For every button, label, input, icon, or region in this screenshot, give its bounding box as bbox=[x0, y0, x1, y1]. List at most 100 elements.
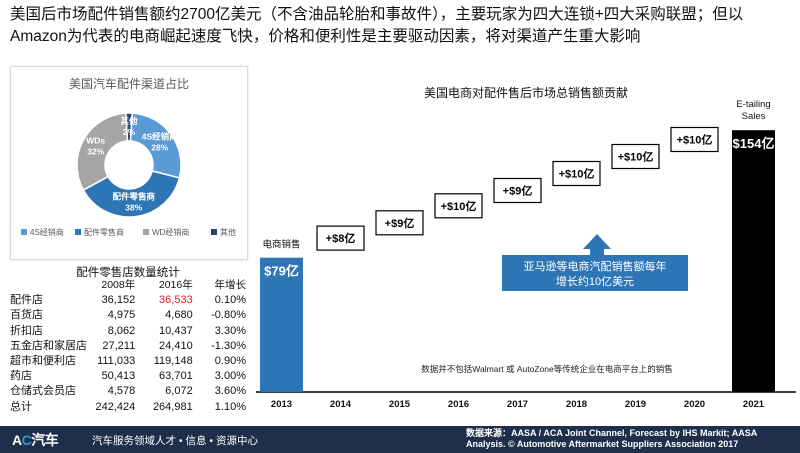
waterfall-title: 美国电商对配件售后市场总销售额贡献 bbox=[424, 85, 628, 100]
waterfall-chart: 美国电商对配件售后市场总销售额贡献 2013 $79亿 2014 +$8亿 2015 +$9… bbox=[256, 85, 796, 410]
callout-line-2: 增长约10亿美元 bbox=[556, 274, 634, 288]
bar-value-label: $154亿 bbox=[733, 136, 775, 151]
legend-swatch bbox=[211, 229, 217, 235]
x-tick-label: 2013 bbox=[271, 399, 292, 410]
table-cell: 1.10% bbox=[214, 400, 246, 413]
table-cell: 4,680 bbox=[165, 309, 193, 322]
step-value-label: +$10亿 bbox=[618, 150, 654, 164]
store-count-table: 2008年 2016年 年增长 配件店 36,152 36,533 0.10% 百货店 4,97… bbox=[10, 278, 250, 415]
step-value-label: +$10亿 bbox=[441, 199, 477, 213]
legend-label: WD经销商 bbox=[152, 227, 189, 237]
x-tick-label: 2019 bbox=[625, 399, 646, 410]
table-cell: 3.00% bbox=[214, 370, 246, 383]
table-row: 仓储式会员店 4,578 6,072 3.60% bbox=[10, 384, 250, 399]
step-box bbox=[670, 126, 719, 153]
table-cell: 119,148 bbox=[153, 355, 193, 368]
headline: 美国后市场配件销售额约2700亿美元（不含油品轮胎和事故件），主要玩家为四大连锁… bbox=[10, 6, 744, 45]
source-note: 数据来源：AASA / ACA Joint Channel, Forecast … bbox=[466, 428, 796, 450]
donut-value-label: 32% bbox=[87, 147, 104, 157]
table-cell: 242,424 bbox=[95, 400, 136, 413]
table-cell: 折扣店 bbox=[10, 324, 43, 337]
table-cell: 264,981 bbox=[152, 400, 193, 413]
table-cell: 8,062 bbox=[107, 324, 136, 337]
legend-swatch bbox=[21, 229, 27, 235]
legend-swatch bbox=[143, 229, 149, 235]
x-tick-label: 2017 bbox=[507, 399, 528, 410]
waterfall-bar bbox=[732, 130, 775, 392]
table-header-cell: 2008年 bbox=[101, 279, 136, 291]
last-bar-label-line2: Sales bbox=[742, 111, 766, 122]
table-cell: 36,152 bbox=[101, 294, 136, 307]
table-cell: 0.10% bbox=[214, 294, 246, 307]
x-tick-label: 2015 bbox=[389, 399, 411, 410]
table-cell: 3.60% bbox=[214, 385, 246, 398]
step-value-label: +$9亿 bbox=[503, 184, 533, 198]
first-bar-label: 电商销售 bbox=[262, 239, 300, 251]
logo-c: C bbox=[21, 432, 32, 448]
callout-arrow-icon bbox=[583, 234, 611, 256]
donut-value-label: 2% bbox=[123, 127, 136, 137]
table-header-cell: 年增长 bbox=[214, 279, 247, 291]
x-tick-label: 2020 bbox=[684, 399, 705, 410]
table-cell: 4,578 bbox=[107, 385, 136, 398]
step-box bbox=[375, 210, 424, 236]
table-cell: 6,072 bbox=[165, 385, 193, 398]
chart-footnote: 数据并不包括Walmart 或 AutoZone等传统企业在电商平台上的销售 bbox=[421, 364, 672, 374]
donut-slice bbox=[129, 112, 182, 179]
table-cell: -0.80% bbox=[211, 309, 246, 322]
logo-suffix: 汽车 bbox=[31, 432, 59, 448]
table-header-row: 2008年 2016年 年增长 bbox=[10, 278, 250, 293]
table-cell: 27,211 bbox=[102, 339, 136, 352]
donut-slice-label: 其他 bbox=[120, 116, 138, 126]
table-cell: 五金店和家居店 bbox=[10, 339, 87, 352]
table-cell: 10,437 bbox=[159, 324, 193, 337]
step-value-label: +$10亿 bbox=[559, 167, 595, 181]
table-cell: 0.90% bbox=[214, 355, 246, 368]
callout-line-1: 亚马逊等电商汽配销售额每年 bbox=[524, 259, 667, 273]
donut-title: 美国汽车配件渠道占比 bbox=[68, 77, 189, 91]
donut-slice-label: 配件零售商 bbox=[113, 192, 156, 202]
slogan: 汽车服务领域人才 • 信息 • 资源中心 bbox=[92, 435, 259, 447]
table-cell: 36,533 bbox=[159, 294, 193, 307]
table-cell: 药店 bbox=[10, 370, 32, 383]
table-row: 超市和便利店 111,033 119,148 0.90% bbox=[10, 354, 250, 369]
store-table-title: 配件零售店数量统计 bbox=[76, 267, 180, 279]
table-row: 五金店和家居店 27,211 24,410 -1.30% bbox=[10, 339, 250, 354]
table-cell: 仓储式会员店 bbox=[10, 385, 76, 398]
donut-slice-label: 4S经销商 bbox=[142, 132, 178, 142]
table-row: 药店 50,413 63,701 3.00% bbox=[10, 369, 250, 384]
logo-prefix: A bbox=[12, 432, 22, 448]
table-cell: 总计 bbox=[10, 400, 32, 413]
table-cell: 63,701 bbox=[159, 370, 193, 383]
table-header-cell bbox=[10, 278, 88, 293]
logo: AC汽车 bbox=[12, 430, 59, 450]
table-header-cell: 2016年 bbox=[158, 279, 193, 291]
bar-value-label: $79亿 bbox=[264, 264, 299, 279]
legend-swatch bbox=[75, 229, 81, 235]
table-cell: -1.30% bbox=[211, 339, 246, 352]
legend-label: 其他 bbox=[220, 227, 236, 237]
table-cell: 超市和便利店 bbox=[10, 355, 76, 368]
step-value-label: +$10亿 bbox=[677, 133, 713, 147]
x-tick-label: 2018 bbox=[566, 399, 587, 410]
step-box bbox=[434, 193, 483, 219]
step-value-label: +$9亿 bbox=[385, 216, 415, 230]
table-row: 折扣店 8,062 10,437 3.30% bbox=[10, 324, 250, 339]
donut-value-label: 38% bbox=[125, 203, 142, 213]
step-box bbox=[611, 143, 660, 170]
table-cell: 111,033 bbox=[97, 355, 136, 368]
legend-label: 4S经销商 bbox=[30, 227, 64, 237]
x-tick-label: 2016 bbox=[448, 399, 469, 410]
table-cell: 配件店 bbox=[10, 294, 43, 307]
table-cell: 50,413 bbox=[101, 370, 136, 383]
source-line-1: 数据来源：AASA / ACA Joint Channel, Forecast … bbox=[466, 428, 758, 438]
table-cell: 百货店 bbox=[10, 309, 43, 322]
table-cell: 3.30% bbox=[214, 324, 246, 337]
channel-share-panel: 美国汽车配件渠道占比 其他 2% 4S经销商 28% 配件零售商 38% WDs 32% 4S经… bbox=[10, 66, 248, 260]
donut-slice bbox=[82, 170, 181, 218]
waterfall-bar bbox=[260, 257, 303, 392]
step-box bbox=[316, 225, 365, 251]
step-box bbox=[552, 160, 601, 187]
x-tick-label: 2021 bbox=[743, 399, 765, 410]
